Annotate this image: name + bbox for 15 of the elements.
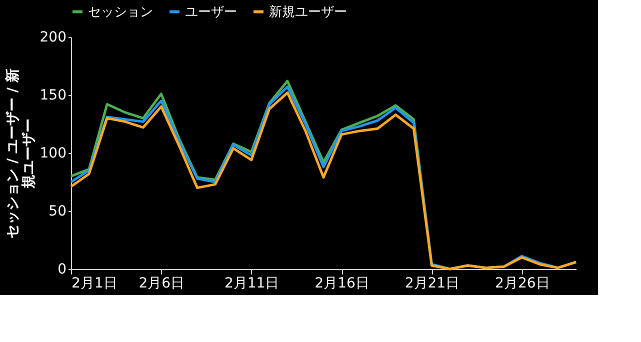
legend-label: 新規ユーザー [269,4,347,20]
y-tick-label: 100 [40,146,66,162]
x-tick-label: 2月11日 [224,276,280,292]
x-tick-label: 2月6日 [138,276,185,292]
x-tick-label: 2月16日 [314,276,370,292]
x-tick-label: 2月21日 [404,276,460,292]
y-tick-label: 50 [48,204,66,220]
x-tick-label: 2月26日 [495,276,550,292]
y-tick-label: 200 [40,30,66,46]
x-tick-label: 2月1日 [72,276,118,292]
legend-label: セッション [88,4,153,20]
legend-label: ユーザー [185,4,237,20]
y-tick-label: 0 [58,262,66,278]
y-tick-label: 150 [40,88,66,104]
y-axis-title: セッション / ユーザー / 新規ユーザー [4,68,37,238]
